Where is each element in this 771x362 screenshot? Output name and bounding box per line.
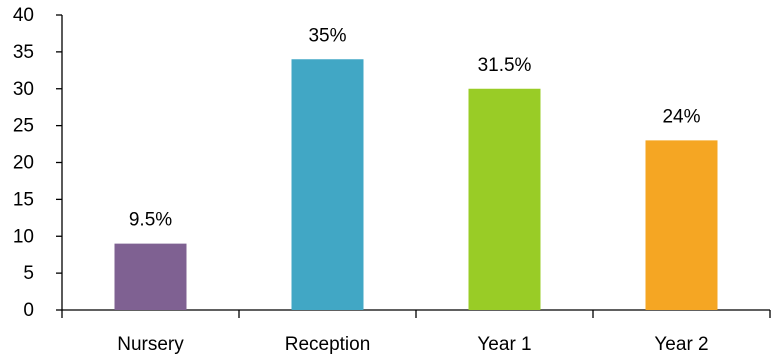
- y-tick-label: 25: [13, 116, 34, 137]
- y-tick-label: 15: [13, 189, 34, 210]
- y-tick-label: 10: [13, 226, 34, 247]
- y-tick-label: 5: [23, 263, 34, 284]
- bar-nursery: [114, 243, 187, 310]
- y-axis: 0 5 10 15 20 25 30 35 40: [13, 5, 63, 321]
- bars: [114, 59, 718, 310]
- x-category-label: Reception: [285, 334, 371, 355]
- data-labels: 9.5% 35% 31.5% 24%: [129, 25, 701, 230]
- bar-year-2: [645, 140, 718, 310]
- y-tick-label: 0: [23, 300, 34, 321]
- y-tick-label: 30: [13, 79, 34, 100]
- bar-year-1: [468, 88, 541, 310]
- data-label: 31.5%: [478, 55, 532, 76]
- y-tick-label: 20: [13, 153, 34, 174]
- x-category-label: Year 1: [477, 334, 531, 355]
- data-label: 35%: [308, 25, 346, 46]
- bar-reception: [291, 59, 364, 310]
- x-category-label: Nursery: [117, 334, 184, 355]
- data-label: 9.5%: [129, 210, 172, 231]
- y-tick-label: 35: [13, 42, 34, 63]
- y-tick-label: 40: [13, 5, 34, 26]
- x-axis: Nursery Reception Year 1 Year 2: [61, 309, 771, 355]
- data-label: 24%: [662, 106, 700, 127]
- x-category-label: Year 2: [654, 334, 708, 355]
